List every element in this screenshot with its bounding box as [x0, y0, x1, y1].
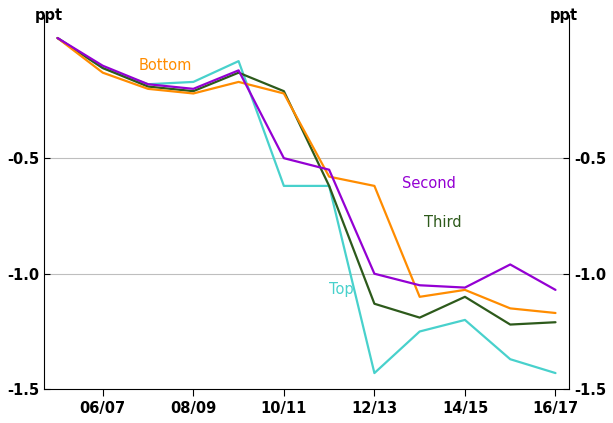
Text: Bottom: Bottom: [139, 58, 192, 73]
Text: Top: Top: [329, 283, 354, 297]
Text: Third: Third: [424, 215, 462, 231]
Text: ppt: ppt: [35, 8, 63, 23]
Text: Second: Second: [402, 176, 455, 191]
Text: ppt: ppt: [550, 8, 578, 23]
